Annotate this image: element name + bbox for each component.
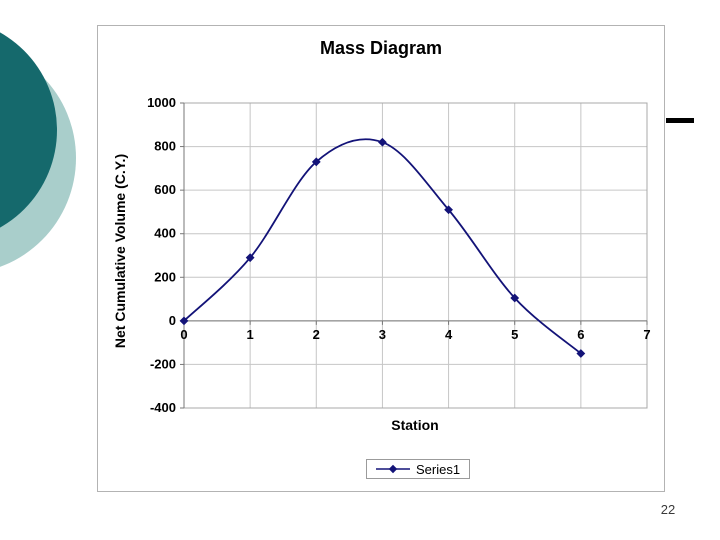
- legend-series-label: Series1: [416, 461, 461, 477]
- svg-text:800: 800: [154, 139, 176, 154]
- legend-diamond: [388, 464, 398, 474]
- svg-text:400: 400: [154, 226, 176, 241]
- svg-text:1: 1: [247, 327, 254, 342]
- svg-text:0: 0: [169, 313, 176, 328]
- svg-text:-200: -200: [150, 356, 176, 371]
- x-axis-title: Station: [391, 417, 439, 433]
- svg-text:7: 7: [643, 327, 650, 342]
- svg-text:4: 4: [445, 327, 453, 342]
- svg-text:2: 2: [313, 327, 320, 342]
- svg-text:0: 0: [180, 327, 187, 342]
- svg-text:-400: -400: [150, 400, 176, 415]
- decor-dash: [666, 118, 694, 123]
- svg-text:600: 600: [154, 182, 176, 197]
- plot-svg: 0 1 2 3 4 5 6 7 1000 800 600 400 200 0 -200 -400: [147, 95, 651, 415]
- svg-text:3: 3: [379, 327, 386, 342]
- svg-text:1000: 1000: [147, 95, 176, 110]
- page-number: 22: [660, 502, 676, 517]
- legend: Series1: [366, 459, 471, 479]
- chart-object: 0 1 2 3 4 5 6 7 1000 800 600 400 200 0 -200 -400 Mass D…: [97, 25, 665, 492]
- svg-text:5: 5: [511, 327, 518, 342]
- svg-text:6: 6: [577, 327, 584, 342]
- svg-text:200: 200: [154, 269, 176, 284]
- chart-title: Mass Diagram: [319, 38, 443, 58]
- y-axis-title: Net Cumulative Volume (C.Y.): [112, 153, 128, 349]
- legend-marker-icon: [376, 464, 410, 474]
